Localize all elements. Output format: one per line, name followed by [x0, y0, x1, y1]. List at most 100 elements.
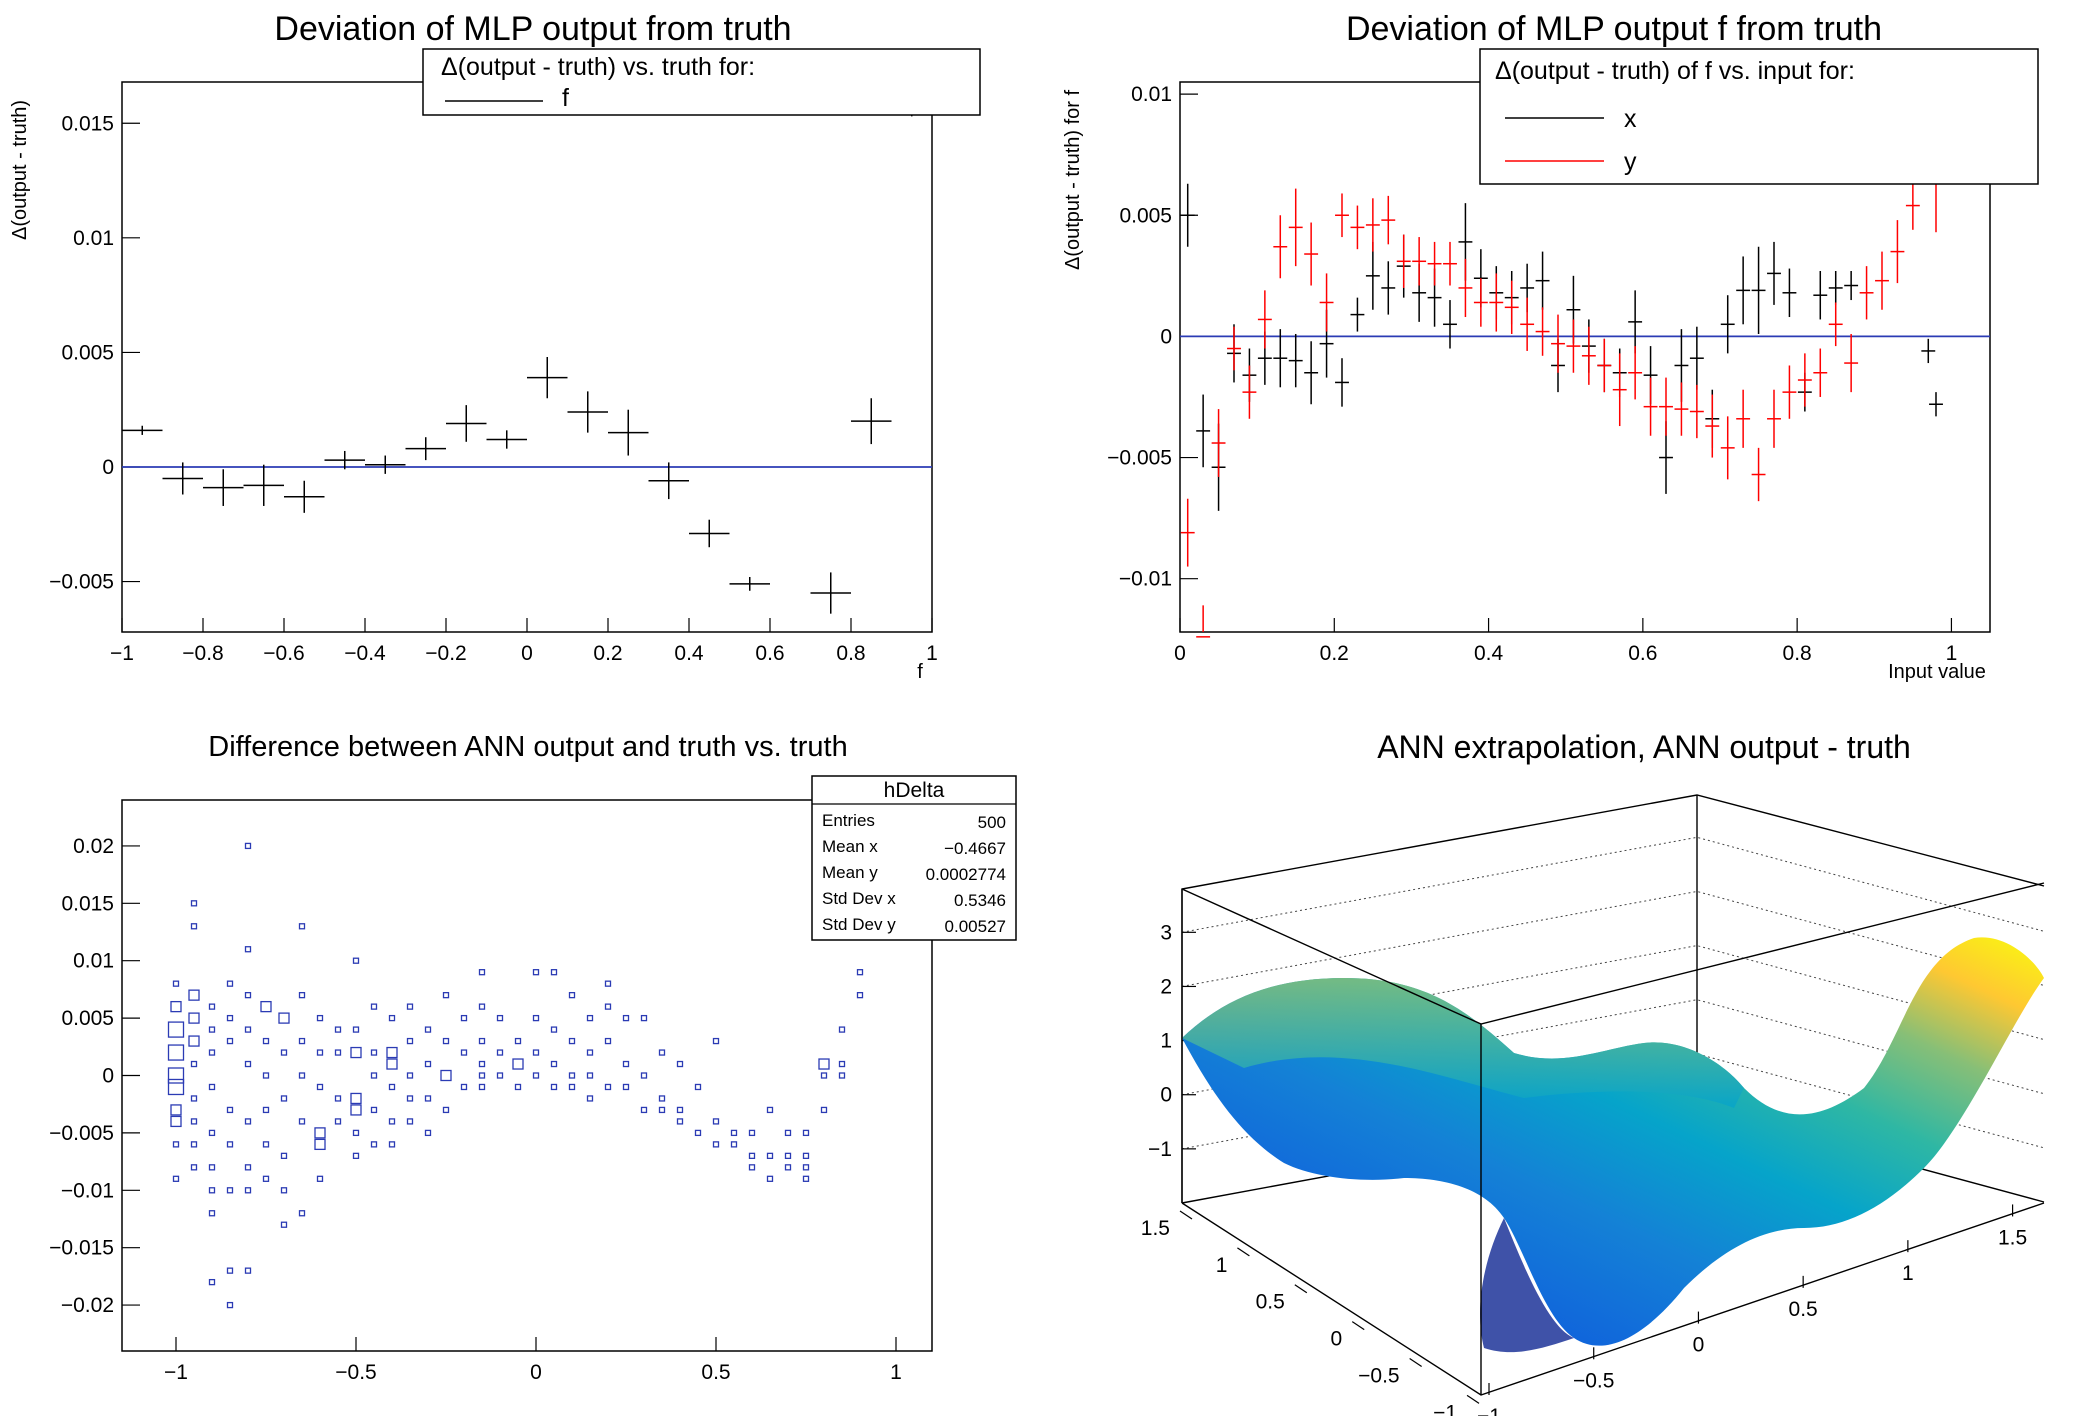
histogram-bin	[244, 1026, 252, 1033]
histogram-bin	[208, 1278, 216, 1286]
data-point	[1612, 353, 1627, 427]
histogram-bin	[442, 1037, 450, 1045]
histogram-bin	[406, 1037, 414, 1045]
histogram-bin	[352, 957, 360, 964]
data-point	[1288, 333, 1303, 388]
histogram-bin	[424, 1026, 432, 1033]
histogram-bin	[167, 1021, 185, 1038]
histogram-bin	[712, 1037, 720, 1045]
x-tick-label: −0.6	[263, 642, 304, 665]
histogram-bin	[172, 1141, 180, 1148]
data-point	[1813, 348, 1828, 397]
histogram-bin	[280, 1221, 288, 1228]
histogram-bin	[226, 1106, 234, 1114]
data-point	[1751, 447, 1766, 502]
data-point	[1905, 181, 1920, 230]
histogram-bin	[748, 1164, 756, 1171]
histogram-bin	[167, 1078, 185, 1096]
histogram-bin	[386, 1058, 398, 1070]
chart-title: Deviation of MLP output from truth	[274, 10, 791, 48]
y-tick-label: −0.005	[1107, 447, 1172, 470]
x-tick-label: 1.5	[1998, 1226, 2027, 1249]
y-tick-label: −0.01	[61, 1179, 114, 1202]
histogram-bin	[350, 1104, 362, 1116]
histogram-bin	[262, 1072, 270, 1079]
legend: Δ(output - truth) vs. truth for: f	[422, 48, 981, 116]
histogram-bin	[188, 1012, 200, 1024]
data-point	[162, 462, 203, 495]
histogram-bin	[226, 1037, 234, 1045]
histogram-bin	[386, 1046, 398, 1059]
data-point	[203, 469, 244, 506]
histogram-bin	[226, 1187, 234, 1194]
data-point	[567, 391, 608, 433]
histogram-bin	[640, 1014, 648, 1022]
chart3-svg: Difference between ANN output and truth …	[49, 731, 1017, 1384]
histogram-bin	[352, 1129, 360, 1137]
data-point	[1581, 326, 1596, 385]
y-tick-mark	[1466, 1394, 1480, 1404]
histogram-bin	[676, 1106, 684, 1114]
histogram-bin	[512, 1058, 524, 1070]
stats-label: Mean x	[822, 837, 878, 856]
histogram-bin	[172, 980, 180, 987]
data-point	[1767, 389, 1781, 448]
stats-value: −0.4667	[944, 839, 1006, 858]
y-tick-label: 0.02	[73, 835, 114, 858]
histogram-bin	[802, 1129, 810, 1137]
histogram-bin	[568, 1072, 576, 1079]
histogram-bin	[280, 1095, 288, 1102]
data-point	[1227, 326, 1241, 371]
x-tick-label: −0.5	[335, 1361, 376, 1384]
y-tick-label: −0.005	[49, 1122, 114, 1145]
x-tick-label: −0.4	[344, 642, 386, 665]
histogram-bin	[208, 1210, 216, 1217]
histogram-bin	[298, 1072, 306, 1079]
x-tick-label: 0	[530, 1361, 542, 1384]
data-point	[689, 519, 730, 548]
histogram-bin	[262, 1037, 270, 1045]
legend-header: Δ(output - truth) of f vs. input for:	[1495, 57, 1855, 85]
histogram-bin	[370, 1072, 378, 1079]
histogram-bin	[370, 1049, 378, 1056]
histogram-bin	[262, 1175, 270, 1182]
plot-area: 0 0.2 0.4 0.6 0.8 1 −0.01 −0.005 0 0.005 0.01	[1107, 81, 1991, 665]
data-point	[1196, 394, 1211, 468]
histogram-bin	[167, 1067, 185, 1084]
stats-label: Std Dev x	[822, 889, 896, 908]
data-point	[1859, 266, 1874, 320]
histogram-bin	[190, 1060, 198, 1068]
x-tick-label: 0.4	[1474, 642, 1504, 665]
data-point	[608, 409, 649, 456]
histogram-bin	[208, 1049, 216, 1056]
y-tick-label: −0.01	[1119, 568, 1172, 591]
data-point	[1813, 270, 1828, 320]
histogram-bin	[316, 1175, 324, 1182]
histogram-bin	[622, 1060, 630, 1068]
histogram-bin	[388, 1083, 396, 1091]
z-gridline	[1181, 890, 2045, 987]
series-y	[1180, 120, 1943, 638]
histogram-bin	[784, 1164, 792, 1171]
histogram-bin	[167, 1044, 185, 1061]
data-point	[1782, 268, 1797, 318]
histogram-bin	[244, 1187, 252, 1194]
data-point	[1628, 346, 1643, 400]
histogram-bin	[676, 1118, 684, 1125]
histogram-bin	[188, 989, 200, 1001]
histogram-bin	[208, 1003, 216, 1010]
plot-difference-ann-output: Difference between ANN output and truth …	[0, 708, 1044, 1416]
z-tick-label: 1	[1160, 1030, 1172, 1053]
histogram-bin	[208, 1083, 216, 1091]
histogram-bin	[550, 969, 558, 976]
histogram-bin	[784, 1129, 792, 1137]
data-point	[486, 430, 527, 449]
histogram-bin	[190, 1141, 198, 1148]
histogram-bin	[170, 1115, 182, 1128]
data-point	[324, 450, 365, 470]
y-tick-label: −0.5	[1358, 1364, 1399, 1387]
histogram-bin	[622, 1083, 630, 1091]
histogram-bin	[622, 1014, 630, 1022]
histogram-bin	[424, 1060, 432, 1068]
histogram-bin	[244, 1060, 252, 1068]
